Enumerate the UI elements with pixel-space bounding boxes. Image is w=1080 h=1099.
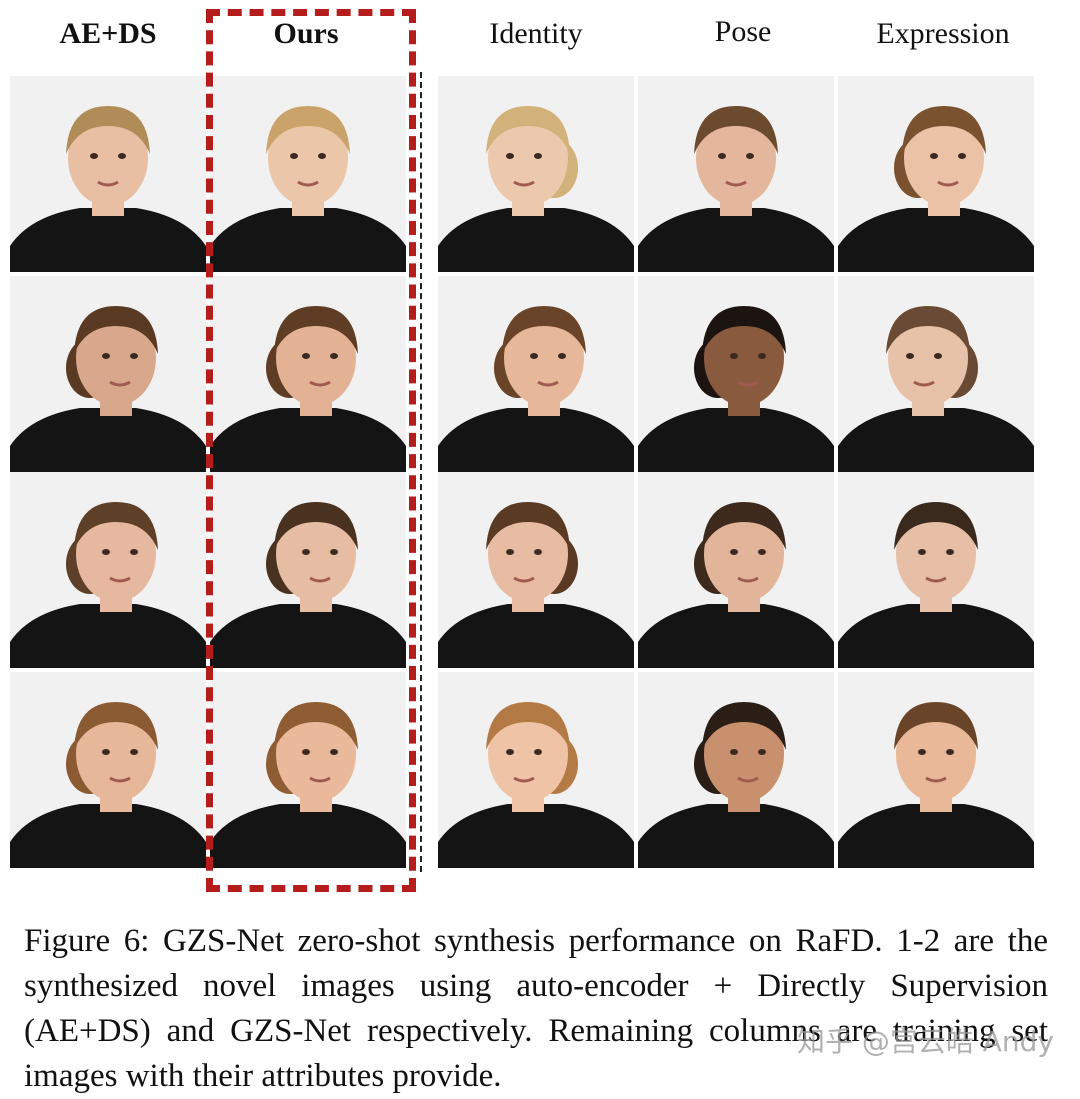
face-photo-r4-c5 xyxy=(838,672,1034,868)
face-photo-r4-c3 xyxy=(438,672,634,868)
face-photo-r2-c3 xyxy=(438,276,634,472)
face-photo-r4-c2 xyxy=(210,672,406,868)
column-divider xyxy=(420,72,422,872)
face-photo-r4-c1 xyxy=(10,672,206,868)
highlight-dashed-box xyxy=(206,9,416,892)
column-header-expression: Expression xyxy=(876,17,1010,50)
watermark: 知乎 @宫云皓 Andy xyxy=(796,1025,1054,1058)
column-header-identity: Identity xyxy=(489,17,583,50)
column-header-ae-ds: AE+DS xyxy=(59,17,157,50)
face-photo-r1-c4 xyxy=(638,76,834,272)
face-photo-r3-c5 xyxy=(838,472,1034,668)
face-photo-r3-c4 xyxy=(638,472,834,668)
column-header-ours: Ours xyxy=(273,17,339,50)
face-photo-r2-c2 xyxy=(210,276,406,472)
face-photo-r1-c2 xyxy=(210,76,406,272)
face-photo-r1-c3 xyxy=(438,76,634,272)
face-photo-r3-c2 xyxy=(210,472,406,668)
figure-caption: Figure 6: GZS-Net zero-shot synthesis pe… xyxy=(24,923,1048,1094)
face-photo-r3-c1 xyxy=(10,472,206,668)
face-photo-r2-c5 xyxy=(838,276,1034,472)
face-photo-r1-c5 xyxy=(838,76,1034,272)
face-photo-r2-c4 xyxy=(638,276,834,472)
face-photo-r2-c1 xyxy=(10,276,206,472)
face-photo-r3-c3 xyxy=(438,472,634,668)
column-header-pose: Pose xyxy=(714,15,772,48)
face-photo-r4-c4 xyxy=(638,672,834,868)
face-photo-r1-c1 xyxy=(10,76,206,272)
